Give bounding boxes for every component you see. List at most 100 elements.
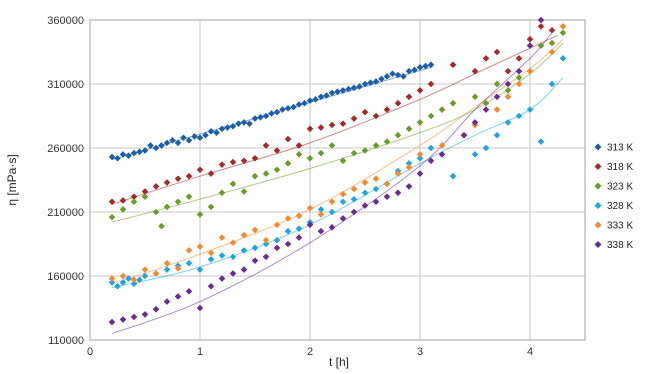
data-point — [229, 158, 237, 166]
legend-marker — [594, 182, 602, 190]
data-point — [262, 142, 270, 149]
data-point — [185, 259, 193, 267]
legend-marker — [594, 221, 602, 229]
data-point — [515, 80, 523, 88]
data-point — [559, 29, 567, 37]
data-point — [449, 61, 457, 69]
data-point — [180, 134, 187, 142]
data-point — [504, 67, 512, 75]
data-point — [301, 99, 308, 107]
data-point — [218, 234, 226, 241]
data-point — [411, 66, 418, 74]
data-point — [207, 256, 215, 263]
data-point — [262, 253, 270, 261]
data-point — [372, 112, 380, 120]
data-point — [202, 131, 209, 139]
data-point — [240, 231, 248, 239]
data-point — [372, 175, 380, 183]
data-point — [548, 39, 556, 47]
data-point — [383, 106, 391, 113]
data-point — [471, 151, 479, 158]
data-point — [262, 170, 270, 177]
data-point — [493, 131, 501, 139]
data-point — [548, 80, 556, 88]
data-point — [284, 135, 292, 143]
data-point — [372, 142, 380, 149]
legend: 313 K 318 K 323 K 328 K 333 K 338 K — [594, 143, 633, 251]
data-point — [130, 276, 138, 284]
data-point — [372, 78, 380, 85]
data-point — [312, 96, 319, 103]
data-point — [246, 120, 253, 127]
data-point — [130, 313, 138, 321]
plot-area-border — [89, 19, 586, 341]
data-point — [405, 125, 413, 133]
y-tick-label: 110000 — [48, 335, 84, 347]
legend-marker — [594, 241, 602, 248]
data-point — [548, 26, 556, 34]
data-point — [422, 62, 429, 70]
data-point — [108, 275, 116, 282]
data-point — [141, 266, 149, 273]
data-point — [306, 221, 314, 229]
data-point — [350, 208, 358, 216]
data-point — [306, 97, 314, 104]
data-point — [196, 266, 204, 273]
data-point — [235, 120, 242, 127]
data-point — [141, 147, 149, 154]
data-point — [427, 144, 435, 152]
data-point — [295, 234, 303, 241]
data-point — [361, 80, 369, 88]
data-point — [405, 163, 413, 171]
data-point — [339, 190, 347, 198]
data-point — [504, 119, 512, 126]
data-point — [268, 110, 275, 117]
data-point — [224, 124, 231, 131]
data-point — [460, 131, 468, 139]
data-point — [416, 151, 424, 158]
data-point — [152, 305, 160, 313]
data-point — [515, 55, 523, 62]
x-tick-label: 3 — [417, 346, 423, 358]
data-point — [207, 282, 215, 290]
data-point — [537, 23, 545, 30]
data-point — [130, 280, 138, 287]
data-point — [136, 276, 143, 284]
data-point — [504, 80, 512, 88]
data-point — [350, 195, 358, 203]
data-point — [185, 172, 193, 180]
data-point — [383, 138, 391, 145]
data-point — [147, 142, 154, 149]
legend-label: 328 K — [607, 201, 633, 212]
data-point — [108, 279, 116, 286]
data-point — [317, 206, 325, 213]
data-point — [295, 142, 303, 149]
data-point — [295, 225, 303, 232]
data-point — [339, 157, 347, 165]
data-point — [152, 208, 160, 216]
data-point — [284, 160, 292, 167]
data-point — [482, 106, 490, 113]
data-point — [152, 144, 160, 152]
data-point — [449, 99, 457, 107]
data-point — [515, 112, 523, 120]
data-point — [229, 239, 237, 247]
data-point — [125, 152, 132, 159]
data-point — [284, 240, 292, 248]
data-point — [262, 240, 270, 248]
data-point — [114, 282, 121, 290]
data-point — [383, 73, 391, 80]
data-point — [471, 67, 479, 75]
data-point — [378, 75, 385, 83]
data-point — [262, 112, 270, 120]
data-point — [345, 85, 352, 93]
data-point — [257, 113, 264, 121]
data-point — [163, 179, 171, 186]
data-point — [108, 153, 116, 161]
data-point — [427, 80, 435, 88]
data-point — [306, 125, 314, 133]
data-point — [152, 270, 160, 277]
x-axis-title: t [h] — [329, 355, 349, 369]
data-point — [493, 106, 501, 113]
trendline — [111, 38, 564, 285]
